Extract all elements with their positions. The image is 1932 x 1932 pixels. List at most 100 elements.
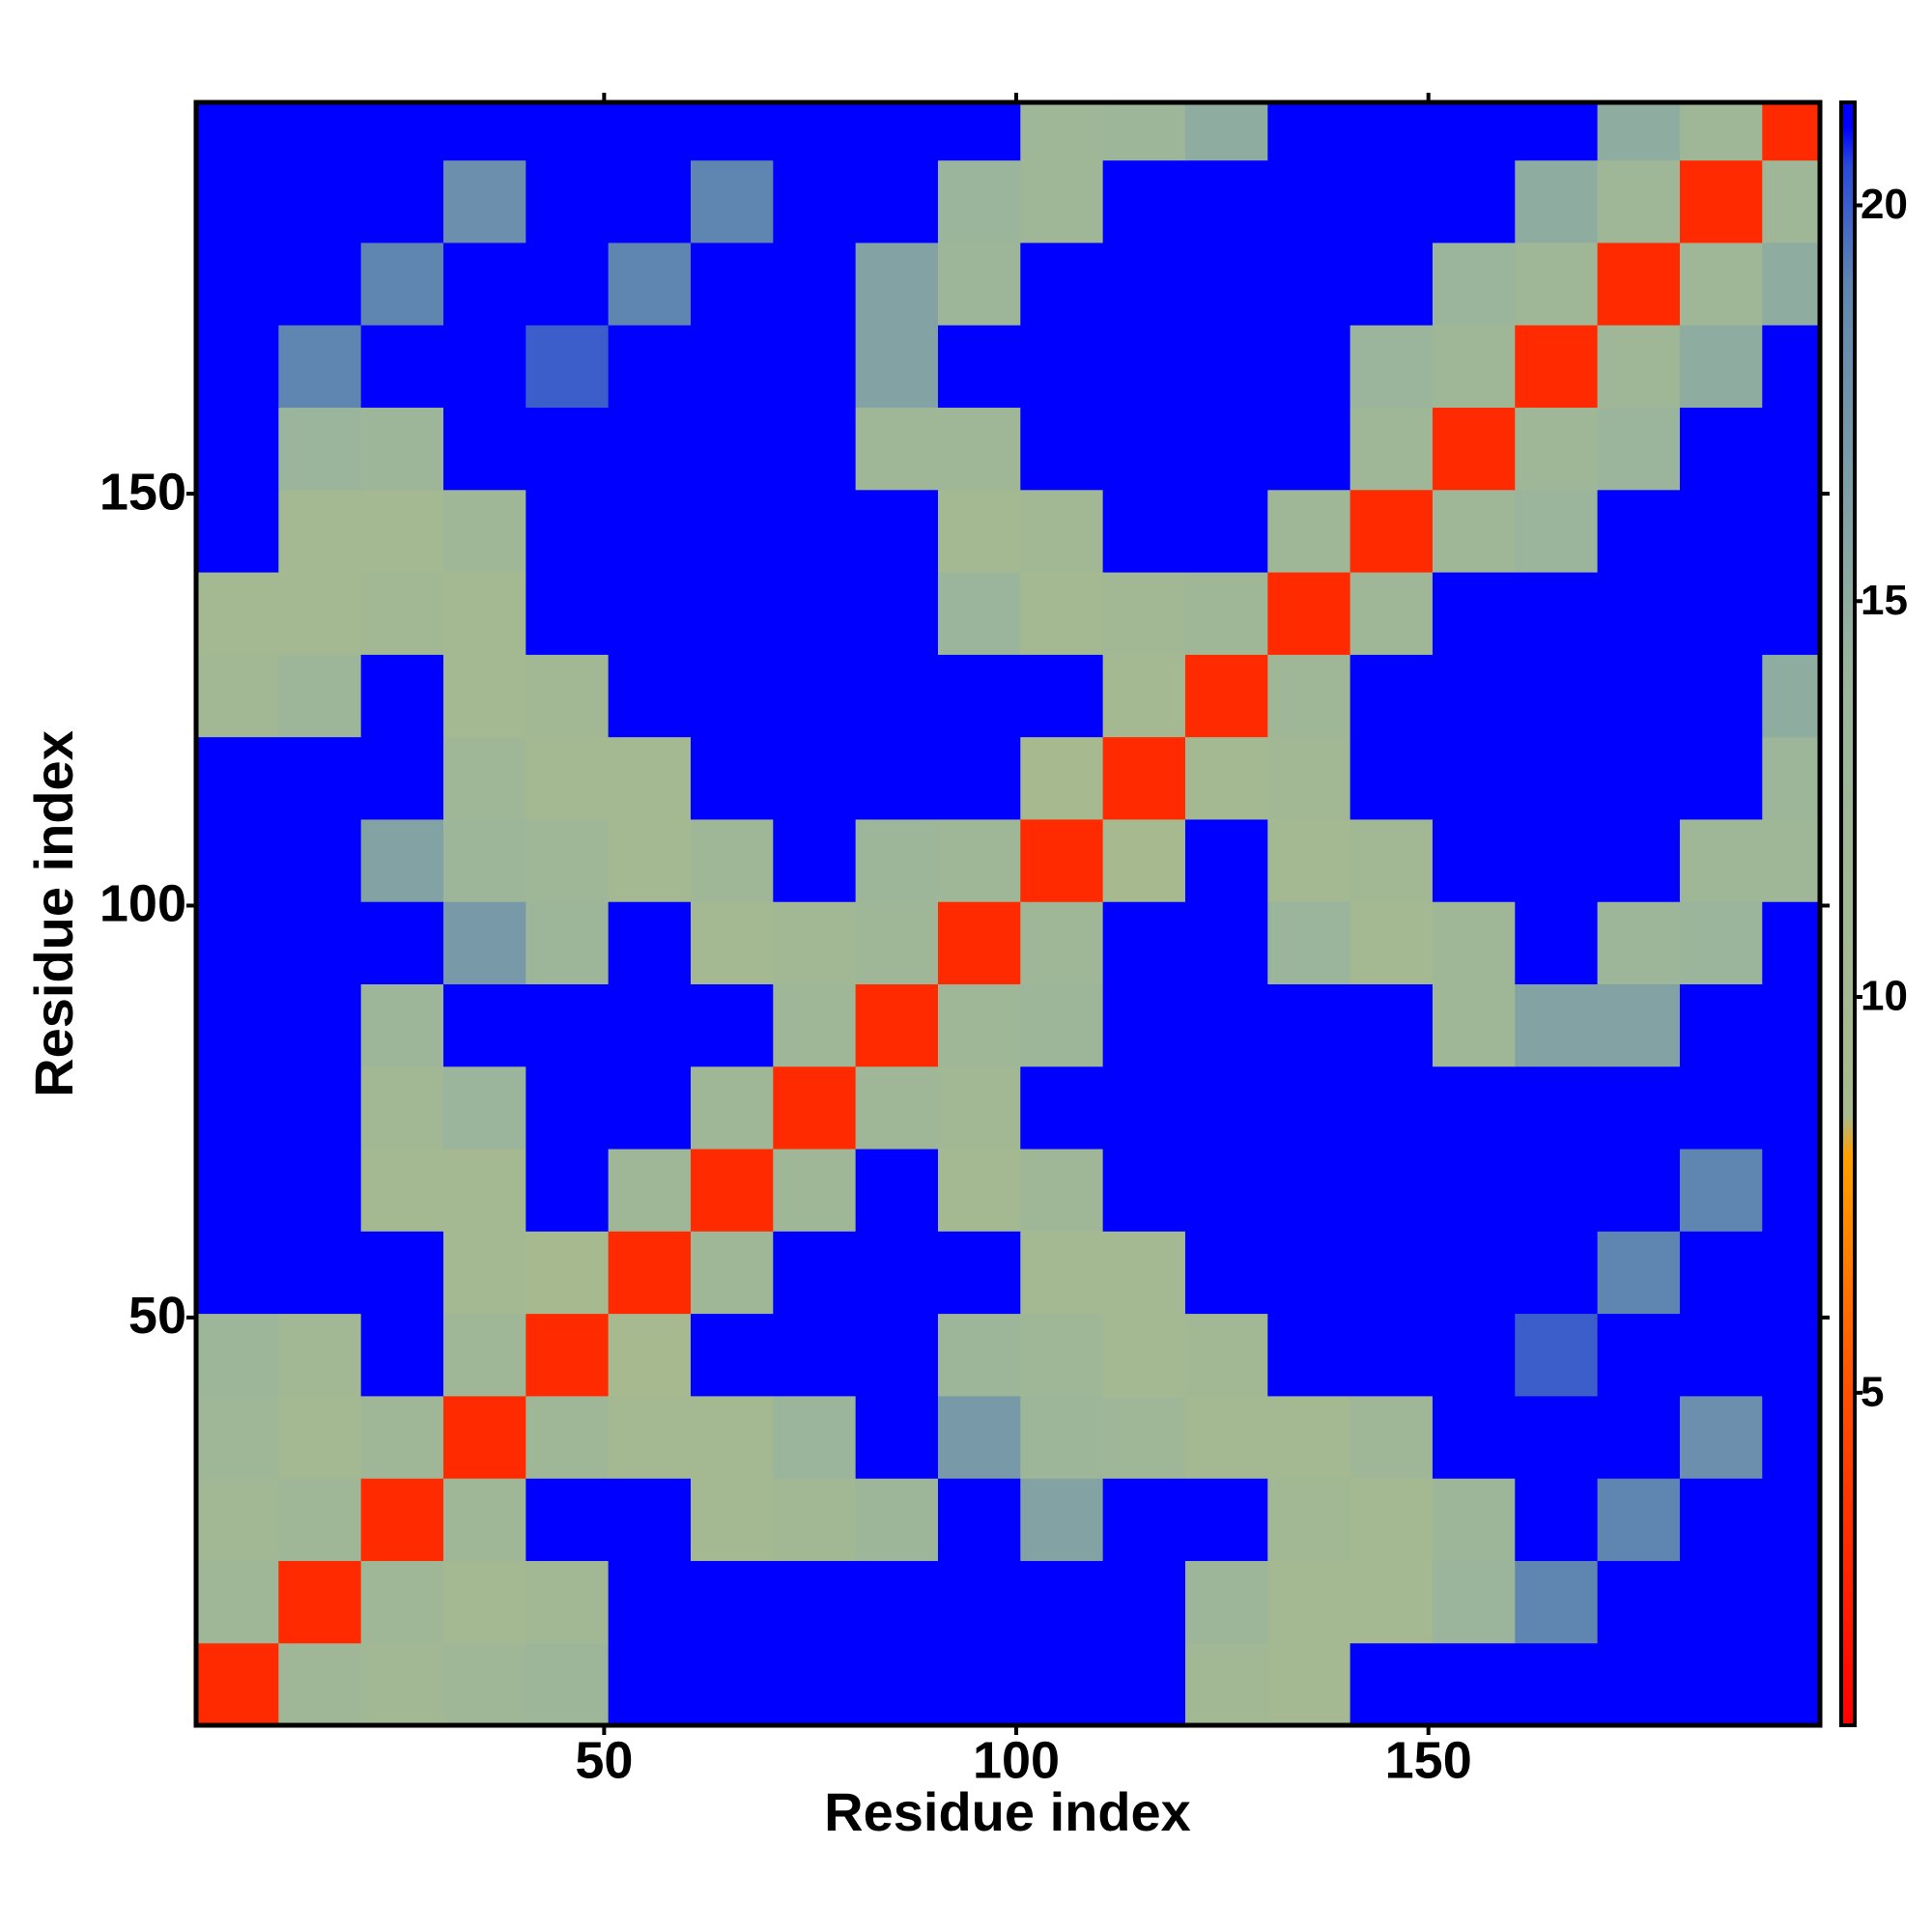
- heatmap-cell: [1432, 1231, 1516, 1315]
- heatmap-cell: [1762, 1065, 1821, 1150]
- heatmap-cell: [196, 1231, 279, 1315]
- heatmap-cell: [608, 572, 692, 655]
- heatmap-cell: [278, 736, 362, 820]
- heatmap-cell: [690, 1231, 774, 1315]
- heatmap-cell: [360, 242, 444, 326]
- heatmap-cell: [1020, 572, 1104, 655]
- heatmap-cell: [608, 489, 692, 573]
- heatmap-cell: [1020, 1313, 1104, 1397]
- heatmap-cell: [773, 325, 857, 409]
- heatmap-cell: [360, 1065, 444, 1150]
- heatmap-cell: [1267, 901, 1351, 984]
- heatmap-cell: [360, 1560, 444, 1644]
- heatmap-cell: [1184, 736, 1268, 820]
- heatmap-cell: [1102, 654, 1186, 738]
- heatmap-cell: [690, 102, 774, 161]
- heatmap-cell: [1679, 1149, 1763, 1232]
- colorbar-tick-label: 20: [1861, 181, 1908, 228]
- heatmap-cell: [1597, 102, 1681, 161]
- heatmap-cell: [196, 407, 279, 491]
- heatmap-cell: [278, 1313, 362, 1397]
- heatmap-cell: [773, 983, 857, 1067]
- heatmap-cell: [278, 983, 362, 1067]
- heatmap-cell: [1267, 325, 1351, 409]
- heatmap-cell: [1597, 983, 1681, 1067]
- heatmap-cell: [1432, 159, 1516, 243]
- heatmap-cell: [608, 1149, 692, 1232]
- heatmap-cell: [855, 102, 939, 161]
- heatmap-cell: [1762, 654, 1821, 738]
- heatmap-cell: [278, 1149, 362, 1232]
- heatmap-cell: [1515, 1149, 1599, 1232]
- heatmap-cell: [526, 736, 610, 820]
- heatmap-cell: [773, 654, 857, 738]
- heatmap-cell: [1184, 1231, 1268, 1315]
- heatmap-cell: [608, 407, 692, 491]
- heatmap-cell: [1350, 489, 1434, 573]
- heatmap-cell: [1184, 901, 1268, 984]
- heatmap-cell: [1679, 572, 1763, 655]
- heatmap-cell: [773, 489, 857, 573]
- heatmap-cell: [1515, 1231, 1599, 1315]
- heatmap-cell: [360, 654, 444, 738]
- heatmap-cell: [773, 159, 857, 243]
- heatmap-cell: [442, 572, 526, 655]
- heatmap-cell: [1679, 1560, 1763, 1644]
- heatmap-cell: [526, 1313, 610, 1397]
- heatmap-cell: [1762, 983, 1821, 1067]
- heatmap-cell: [360, 901, 444, 984]
- heatmap-cell: [937, 818, 1021, 902]
- heatmap-cell: [855, 1642, 939, 1726]
- heatmap-cell: [1020, 102, 1104, 161]
- heatmap-cell: [937, 102, 1021, 161]
- heatmap-cell: [1762, 242, 1821, 326]
- heatmap-cell: [1515, 1313, 1599, 1397]
- heatmap-cell: [1184, 1642, 1268, 1726]
- heatmap-cell: [360, 1478, 444, 1561]
- heatmap-cell: [196, 1478, 279, 1561]
- heatmap-cell: [690, 1478, 774, 1561]
- heatmap-cell: [1184, 654, 1268, 738]
- colorbar-tick-label: 5: [1861, 1368, 1884, 1415]
- heatmap-cell: [1020, 489, 1104, 573]
- heatmap-cell: [1184, 1313, 1268, 1397]
- heatmap-cell: [1762, 159, 1821, 243]
- heatmap-cell: [937, 1642, 1021, 1726]
- heatmap-cell: [1679, 489, 1763, 573]
- heatmap-cell: [1432, 818, 1516, 902]
- heatmap-cell: [526, 1149, 610, 1232]
- heatmap-cell: [690, 736, 774, 820]
- heatmap-cell: [442, 1231, 526, 1315]
- heatmap-cell: [773, 102, 857, 161]
- heatmap-cell: [690, 654, 774, 738]
- heatmap-cell: [690, 1149, 774, 1232]
- heatmap-cell: [1020, 1231, 1104, 1315]
- heatmap-cell: [937, 983, 1021, 1067]
- heatmap-cell: [360, 489, 444, 573]
- heatmap-cell: [1102, 818, 1186, 902]
- heatmap-cell: [773, 1065, 857, 1150]
- heatmap-cell: [196, 325, 279, 409]
- heatmap-cell: [937, 1395, 1021, 1479]
- heatmap-cell: [773, 1560, 857, 1644]
- heatmap-cell: [1020, 654, 1104, 738]
- heatmap-cell: [1432, 1642, 1516, 1726]
- heatmap-cell: [1597, 489, 1681, 573]
- heatmap-cell: [1597, 901, 1681, 984]
- heatmap-cell: [278, 159, 362, 243]
- heatmap-cell: [1267, 102, 1351, 161]
- heatmap-cell: [855, 1478, 939, 1561]
- heatmap-cell: [196, 159, 279, 243]
- y-axis-title: Residue index: [23, 730, 84, 1097]
- heatmap-cell: [1597, 736, 1681, 820]
- heatmap-cell: [773, 1149, 857, 1232]
- heatmap-cell: [773, 818, 857, 902]
- heatmap-cell: [1432, 983, 1516, 1067]
- heatmap-cell: [526, 242, 610, 326]
- heatmap-cell: [1515, 983, 1599, 1067]
- heatmap-cell: [855, 983, 939, 1067]
- heatmap-cell: [690, 1395, 774, 1479]
- heatmap-cell: [937, 654, 1021, 738]
- heatmap-cell: [1597, 242, 1681, 326]
- heatmap-cell: [937, 1560, 1021, 1644]
